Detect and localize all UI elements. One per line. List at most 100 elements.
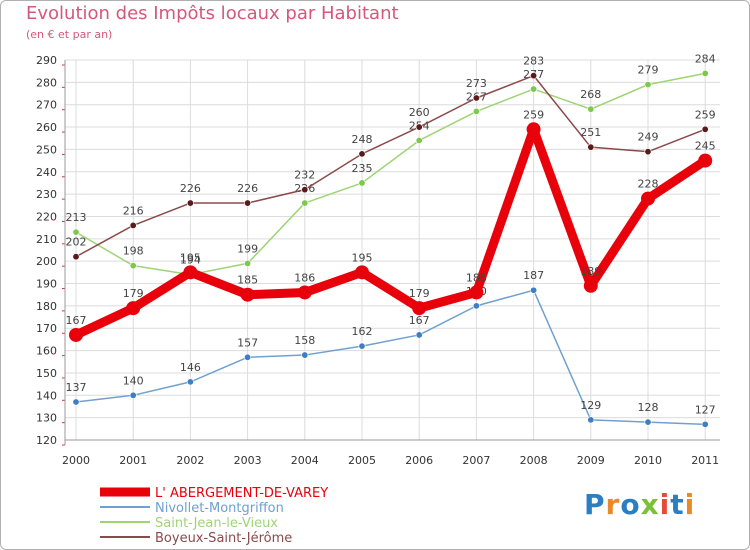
data-label: 186 (294, 271, 315, 284)
data-point (129, 221, 137, 229)
data-label: 284 (695, 52, 716, 65)
data-point (469, 285, 484, 300)
proxiti-logo: Proxiti (584, 488, 695, 521)
data-label: 146 (180, 361, 201, 374)
data-point (244, 353, 252, 361)
y-tick-label: 200 (36, 255, 57, 268)
data-label: 127 (695, 403, 716, 416)
y-tick-label: 290 (36, 54, 57, 67)
data-point (240, 287, 255, 302)
data-point (587, 105, 595, 113)
data-label: 195 (180, 251, 201, 264)
data-label: 259 (523, 108, 544, 121)
data-label: 187 (523, 269, 544, 282)
data-point (530, 72, 538, 80)
data-point (530, 85, 538, 93)
data-point (72, 253, 80, 261)
data-label: 202 (66, 236, 87, 249)
chart-title: Evolution des Impôts locaux par Habitant (26, 3, 399, 24)
data-label: 167 (66, 314, 87, 327)
y-tick-label: 240 (36, 166, 57, 179)
data-point (72, 398, 80, 406)
legend-entry: L' ABERGEMENT-DE-VAREY (155, 486, 328, 501)
y-tick-label: 230 (36, 188, 57, 201)
series-line-1 (75, 289, 706, 426)
data-label: 249 (638, 131, 659, 144)
data-point (701, 69, 709, 77)
data-label: 179 (409, 287, 430, 300)
data-point (472, 94, 480, 102)
y-tick-label: 120 (36, 434, 57, 447)
data-label: 248 (352, 133, 373, 146)
data-label: 259 (695, 108, 716, 121)
data-point (415, 331, 423, 339)
legend-entry: Saint-Jean-le-Vieux (155, 516, 278, 531)
data-label: 189 (580, 265, 601, 278)
data-label: 158 (294, 334, 315, 347)
data-label: 186 (466, 271, 487, 284)
series-line-2 (75, 72, 706, 276)
data-point (701, 125, 709, 133)
series-line-3 (75, 74, 706, 258)
logo-letter: o (620, 488, 641, 521)
data-label: 245 (695, 140, 716, 153)
data-point (472, 107, 480, 115)
x-tick-label: 2003 (234, 454, 262, 467)
logo-letter: x (640, 488, 660, 521)
data-point (183, 265, 198, 280)
x-tick-label: 2001 (119, 454, 147, 467)
data-point (358, 342, 366, 350)
data-point (126, 301, 141, 316)
logo-letter: i (659, 488, 671, 521)
chart-subtitle: (en € et par an) (26, 28, 113, 41)
data-point (297, 285, 312, 300)
legend-entry: Boyeux-Saint-Jérôme (155, 531, 292, 546)
data-point (587, 143, 595, 151)
data-point (641, 191, 655, 206)
data-label: 273 (466, 77, 487, 90)
data-point (186, 199, 194, 207)
data-label: 198 (123, 245, 144, 258)
logo-letter: P (584, 488, 606, 521)
data-point (415, 136, 423, 144)
data-label: 235 (352, 162, 373, 175)
x-tick-label: 2008 (520, 454, 548, 467)
logo-letter: i (684, 488, 696, 521)
data-label: 137 (66, 381, 87, 394)
data-label: 185 (237, 274, 258, 287)
data-label: 279 (638, 64, 659, 77)
data-point (644, 418, 652, 426)
data-label: 157 (237, 336, 258, 349)
data-label: 162 (352, 325, 373, 338)
data-point (186, 378, 194, 386)
data-point (129, 391, 137, 399)
y-tick-label: 140 (36, 389, 57, 402)
data-point (412, 301, 427, 316)
y-tick-label: 160 (36, 345, 57, 358)
y-tick-label: 280 (36, 76, 57, 89)
data-point (129, 262, 137, 270)
x-tick-label: 2000 (62, 454, 90, 467)
data-point (355, 265, 369, 280)
data-label: 268 (580, 88, 601, 101)
data-label: 195 (352, 251, 373, 264)
data-label: 251 (580, 126, 601, 139)
x-tick-label: 2004 (291, 454, 319, 467)
data-label: 226 (237, 182, 258, 195)
data-point (358, 150, 366, 158)
legend-entry: Nivollet-Montgriffon (155, 501, 284, 516)
data-point (301, 351, 309, 359)
data-label: 228 (638, 178, 659, 191)
x-tick-label: 2006 (405, 454, 433, 467)
data-label: 167 (409, 314, 430, 327)
data-point (644, 81, 652, 89)
series-line-0 (71, 124, 710, 340)
y-tick-label: 270 (36, 99, 57, 112)
data-point (701, 420, 709, 428)
data-label: 129 (580, 399, 601, 412)
data-label: 226 (180, 182, 201, 195)
y-tick-label: 180 (36, 300, 57, 313)
data-label: 213 (66, 211, 87, 224)
x-tick-label: 2007 (462, 454, 490, 467)
